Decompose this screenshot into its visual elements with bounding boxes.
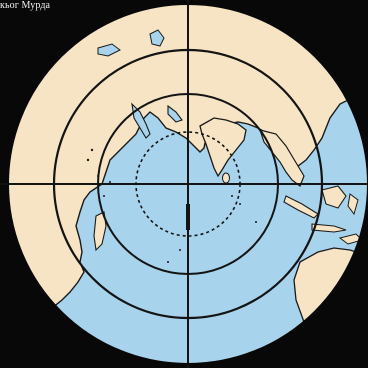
inland-sea-1 [149,29,165,47]
inland-sea-2 [97,43,121,57]
island-madagascar [93,211,107,252]
island-java [311,223,347,233]
landmass-india [199,117,247,178]
persian-gulf [167,104,183,123]
island-sri-lanka [222,172,230,184]
island-sumatra [283,195,319,219]
map-caption: кьог Мурдa [0,0,51,11]
small-islands [86,148,257,263]
globe-edge [7,3,368,365]
landmass-australia [293,247,368,364]
red-sea [131,102,151,139]
island-borneo [321,185,347,209]
island-sulawesi [347,193,359,216]
